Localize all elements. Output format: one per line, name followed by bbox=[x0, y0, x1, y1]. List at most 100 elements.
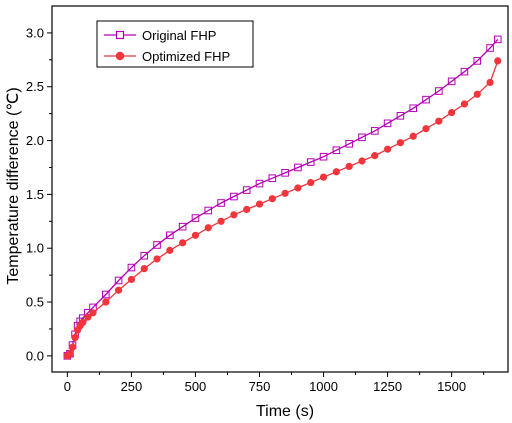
y-tick-label: 2.0 bbox=[26, 133, 44, 148]
data-point-original-fhp bbox=[345, 139, 353, 148]
legend-box bbox=[96, 20, 254, 68]
data-point-optimized-fhp bbox=[84, 313, 92, 321]
y-tick-label: 1.0 bbox=[26, 241, 44, 256]
series-layer bbox=[63, 35, 502, 360]
data-point-optimized-fhp bbox=[255, 200, 264, 208]
data-point-optimized-fhp bbox=[383, 145, 392, 153]
data-point-original-fhp bbox=[153, 241, 161, 249]
data-point-optimized-fhp bbox=[319, 173, 328, 181]
data-point-optimized-fhp bbox=[68, 343, 77, 351]
series-original-fhp bbox=[63, 35, 502, 360]
series-line-original-fhp bbox=[66, 38, 499, 357]
data-point-optimized-fhp bbox=[115, 286, 123, 294]
data-point-original-fhp bbox=[383, 119, 392, 128]
data-point-original-fhp bbox=[281, 169, 289, 177]
data-point-original-fhp bbox=[460, 67, 469, 76]
x-tick-label: 750 bbox=[249, 379, 271, 394]
data-point-optimized-fhp bbox=[435, 117, 443, 125]
x-tick-label: 1000 bbox=[309, 379, 338, 394]
y-tick-label: 0.0 bbox=[26, 348, 44, 363]
data-point-optimized-fhp bbox=[358, 157, 366, 165]
data-point-original-fhp bbox=[230, 192, 238, 201]
data-point-original-fhp bbox=[396, 112, 405, 120]
data-point-original-fhp bbox=[486, 44, 494, 52]
data-point-optimized-fhp bbox=[494, 57, 502, 65]
x-axis-label: Time (s) bbox=[256, 403, 314, 420]
data-point-original-fhp bbox=[101, 290, 110, 299]
data-point-original-fhp bbox=[178, 222, 187, 231]
legend-marker-optimized bbox=[115, 51, 125, 61]
data-point-optimized-fhp bbox=[396, 139, 405, 147]
data-point-original-fhp bbox=[447, 77, 456, 86]
y-axis-label: Temperature difference (℃) bbox=[5, 87, 22, 284]
data-point-optimized-fhp bbox=[332, 168, 340, 176]
data-point-optimized-fhp bbox=[153, 255, 161, 263]
data-point-original-fhp bbox=[435, 87, 443, 95]
data-point-optimized-fhp bbox=[179, 239, 187, 247]
data-point-optimized-fhp bbox=[486, 78, 494, 87]
data-point-original-fhp bbox=[370, 127, 379, 135]
data-point-optimized-fhp bbox=[140, 265, 148, 273]
y-tick-label: 3.0 bbox=[26, 25, 44, 40]
data-point-original-fhp bbox=[242, 186, 251, 194]
x-axis: 0 250 500 750 1000 1250 1500 bbox=[64, 372, 485, 394]
data-point-original-fhp bbox=[332, 146, 341, 155]
data-point-optimized-fhp bbox=[460, 100, 469, 108]
data-point-optimized-fhp bbox=[294, 184, 302, 192]
data-point-optimized-fhp bbox=[448, 108, 456, 117]
data-point-original-fhp bbox=[166, 231, 174, 240]
data-point-original-fhp bbox=[493, 35, 502, 44]
data-point-optimized-fhp bbox=[281, 189, 289, 197]
data-point-optimized-fhp bbox=[422, 125, 430, 133]
legend: Original FHP Optimized FHP bbox=[96, 20, 254, 68]
legend-label-optimized: Optimized FHP bbox=[142, 49, 230, 64]
data-point-optimized-fhp bbox=[345, 162, 353, 170]
data-point-optimized-fhp bbox=[409, 132, 417, 140]
data-point-original-fhp bbox=[204, 206, 213, 215]
data-point-original-fhp bbox=[127, 263, 136, 272]
legend-label-original: Original FHP bbox=[142, 28, 216, 43]
data-point-optimized-fhp bbox=[166, 246, 174, 254]
y-tick-label: 0.5 bbox=[26, 295, 44, 310]
data-point-original-fhp bbox=[191, 214, 200, 222]
x-tick-label: 0 bbox=[64, 379, 71, 394]
data-point-optimized-fhp bbox=[371, 152, 379, 160]
data-point-optimized-fhp bbox=[217, 217, 225, 225]
y-tick-label: 1.5 bbox=[26, 187, 44, 202]
data-point-optimized-fhp bbox=[307, 178, 315, 187]
x-tick-label: 1500 bbox=[437, 379, 466, 394]
data-point-optimized-fhp bbox=[66, 350, 74, 358]
y-tick-label: 2.5 bbox=[26, 79, 44, 94]
data-point-optimized-fhp bbox=[204, 224, 212, 232]
data-point-optimized-fhp bbox=[473, 90, 481, 98]
data-point-original-fhp bbox=[422, 95, 430, 104]
data-point-original-fhp bbox=[319, 152, 328, 161]
data-point-optimized-fhp bbox=[127, 275, 136, 284]
data-point-original-fhp bbox=[358, 133, 366, 142]
data-point-optimized-fhp bbox=[79, 318, 87, 327]
data-point-original-fhp bbox=[268, 174, 277, 183]
data-point-original-fhp bbox=[473, 57, 482, 65]
data-point-optimized-fhp bbox=[268, 195, 276, 203]
x-tick-label: 250 bbox=[121, 379, 143, 394]
data-point-optimized-fhp bbox=[191, 231, 200, 239]
data-point-original-fhp bbox=[255, 179, 264, 188]
plot-area bbox=[51, 5, 509, 373]
plot-frame bbox=[51, 5, 509, 373]
series-optimized-fhp bbox=[63, 57, 502, 360]
legend-marker-original bbox=[115, 30, 125, 40]
data-point-optimized-fhp bbox=[71, 333, 79, 342]
series-line-optimized-fhp bbox=[66, 60, 499, 357]
data-point-original-fhp bbox=[409, 104, 418, 113]
data-point-original-fhp bbox=[294, 163, 302, 172]
data-point-original-fhp bbox=[306, 158, 315, 166]
data-point-original-fhp bbox=[217, 199, 225, 207]
data-point-original-fhp bbox=[140, 251, 149, 260]
y-axis: 0.0 0.5 1.0 1.5 2.0 2.5 3.0 bbox=[26, 25, 52, 363]
data-point-optimized-fhp bbox=[243, 205, 251, 214]
data-point-original-fhp bbox=[114, 276, 123, 285]
x-tick-label: 500 bbox=[185, 379, 207, 394]
data-point-optimized-fhp bbox=[89, 309, 97, 317]
data-point-optimized-fhp bbox=[102, 298, 110, 306]
